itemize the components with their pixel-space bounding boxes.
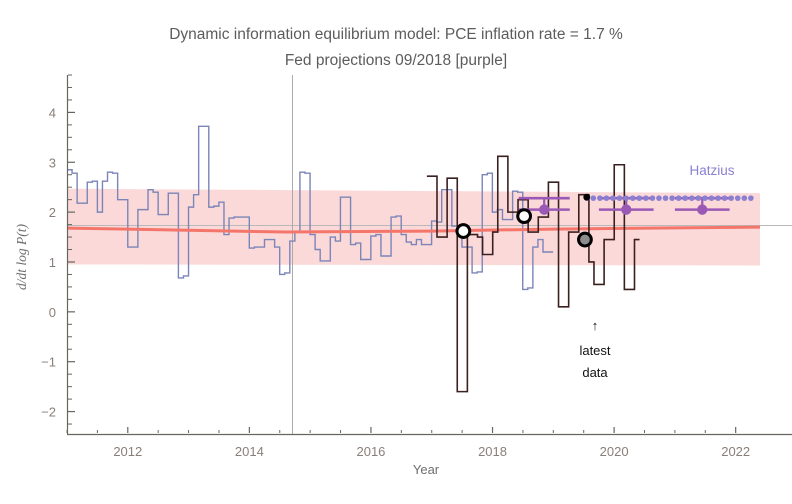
hatzius-dot xyxy=(695,195,702,201)
hatzius-dot xyxy=(649,195,656,201)
x-tick-label: 2012 xyxy=(113,444,142,459)
y-tick-label: −2 xyxy=(41,405,56,420)
hatzius-dot xyxy=(629,195,636,201)
hatzius-dot xyxy=(715,195,721,201)
latest-data-label-line1: latest xyxy=(579,343,610,358)
x-axis-title: Year xyxy=(413,462,440,477)
hatzius-dot xyxy=(734,195,741,201)
fed-projection-point xyxy=(697,204,708,215)
hatzius-dot xyxy=(597,195,603,201)
y-tick-label: 3 xyxy=(49,155,56,170)
y-tick-labels: 4 3 2 1 0 −1 −2 xyxy=(41,105,56,419)
black-step-line xyxy=(426,155,640,393)
fed-projection-point xyxy=(621,204,632,215)
hatzius-dot xyxy=(636,195,643,201)
axes xyxy=(66,74,792,436)
hatzius-dot xyxy=(610,195,616,201)
annual-average-2019-marker xyxy=(577,231,593,248)
y-tick-label: 0 xyxy=(49,305,56,320)
annual-average-2018-marker xyxy=(516,208,533,225)
hatzius-dot xyxy=(721,195,728,201)
hatzius-dot xyxy=(616,195,623,201)
hatzius-dot xyxy=(590,195,597,201)
series-equilibrium-trend xyxy=(66,225,761,234)
series-pce-blue xyxy=(67,125,554,291)
x-tick-label: 2016 xyxy=(356,444,385,459)
latest-data-arrow: ↑ xyxy=(592,318,599,333)
hatzius-dot xyxy=(669,195,675,201)
x-tick-label: 2020 xyxy=(600,444,629,459)
blue-step-line xyxy=(67,125,554,291)
hatzius-dot xyxy=(708,195,715,201)
hatzius-dot xyxy=(702,195,708,201)
hatzius-dot xyxy=(728,195,734,201)
latest-data-label-line2: data xyxy=(582,365,608,380)
hatzius-dot xyxy=(741,195,748,201)
series-pce-black xyxy=(426,155,640,393)
y-tick-label: −1 xyxy=(41,355,56,370)
fed-projection-point xyxy=(538,204,550,215)
hatzius-dot xyxy=(643,195,649,201)
x-tick-labels: 2012 2014 2016 2018 2020 2022 xyxy=(113,444,750,459)
hatzius-dot xyxy=(656,195,662,201)
x-tick-label: 2022 xyxy=(721,444,750,459)
hatzius-dot xyxy=(682,195,689,201)
hatzius-dot xyxy=(662,195,669,201)
y-tick-label: 1 xyxy=(49,255,56,270)
hatzius-dot xyxy=(748,195,754,201)
red-trend-line xyxy=(66,225,761,234)
hatzius-dot xyxy=(603,195,610,201)
y-tick-label: 4 xyxy=(49,105,56,120)
y-axis-title: d/dt log P(t) xyxy=(14,224,29,290)
annual-average-2017-marker xyxy=(455,223,472,239)
hatzius-dot xyxy=(623,195,629,201)
x-tick-label: 2014 xyxy=(235,444,264,459)
latest-data-point-marker xyxy=(583,193,591,201)
hatzius-label: Hatzius xyxy=(689,163,734,178)
hatzius-dot xyxy=(688,195,695,201)
y-tick-label: 2 xyxy=(49,205,56,220)
annual-average-markers xyxy=(455,193,593,248)
x-tick-label: 2018 xyxy=(478,444,507,459)
hatzius-dot xyxy=(675,195,682,201)
